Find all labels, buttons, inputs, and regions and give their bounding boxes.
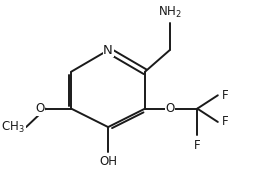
Text: O: O xyxy=(35,102,44,115)
Text: N: N xyxy=(103,44,113,57)
Text: NH$_2$: NH$_2$ xyxy=(158,5,182,20)
Text: CH$_3$: CH$_3$ xyxy=(1,119,25,135)
Text: O: O xyxy=(165,102,174,115)
Text: F: F xyxy=(221,116,228,129)
Text: OH: OH xyxy=(99,155,117,168)
Text: NH$_2$: NH$_2$ xyxy=(158,5,182,20)
Text: F: F xyxy=(221,89,228,102)
Text: F: F xyxy=(194,139,201,152)
